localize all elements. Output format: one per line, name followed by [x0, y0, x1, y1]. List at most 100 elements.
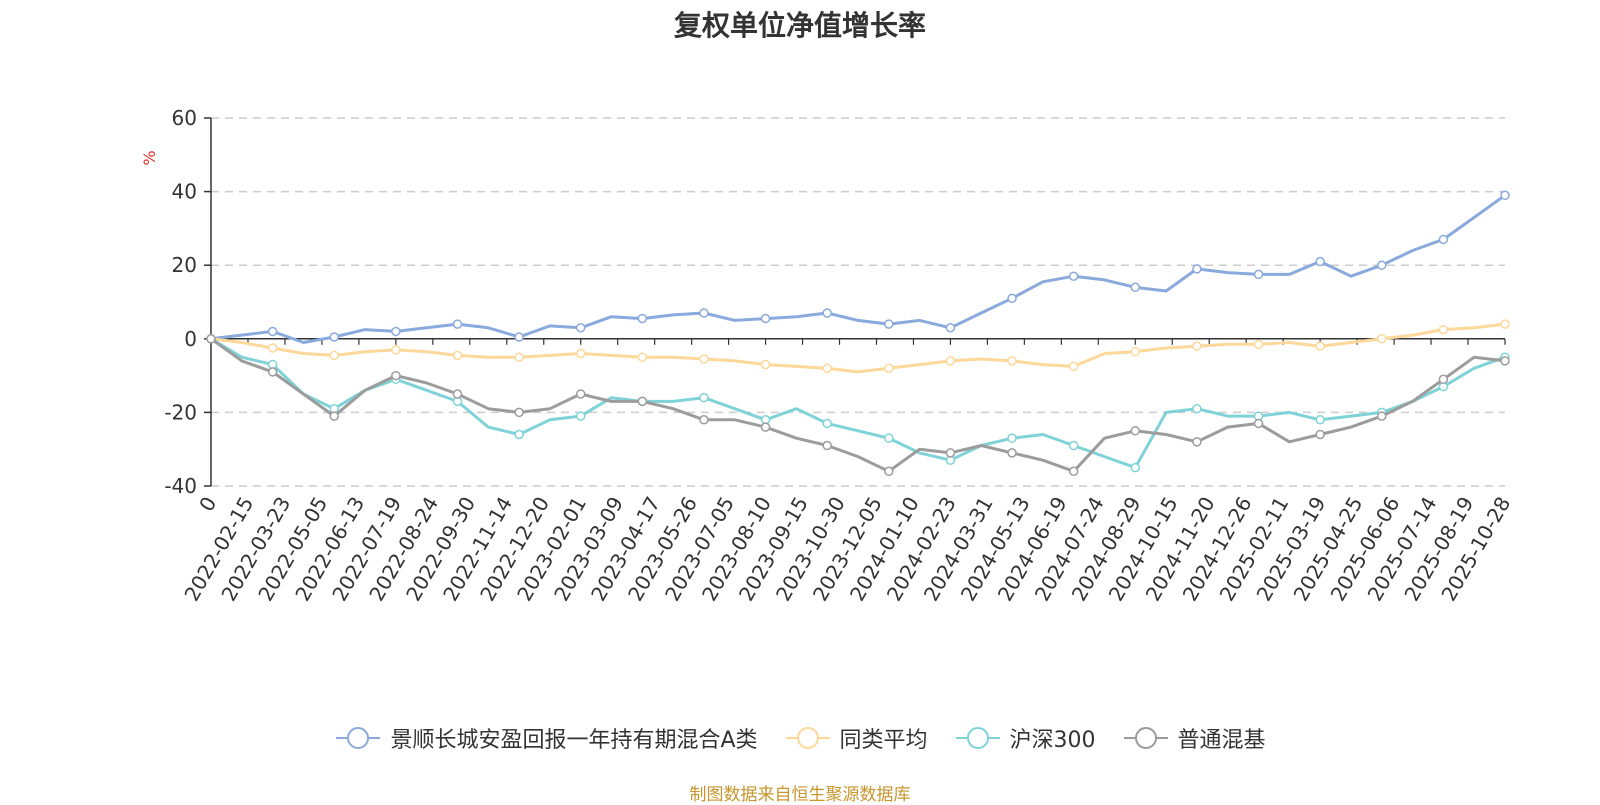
series-point: [575, 389, 586, 399]
legend-marker-circle: [796, 727, 819, 749]
series-point: [699, 392, 709, 403]
series-point: [1068, 271, 1079, 281]
series-point: [452, 319, 463, 329]
series-point: [1068, 440, 1079, 451]
series-point: [760, 422, 771, 432]
series-point: [945, 448, 956, 458]
series-point: [575, 323, 586, 333]
series-point: [1192, 403, 1202, 414]
series-point: [1500, 319, 1510, 329]
series-point: [1253, 339, 1264, 350]
series-point: [1068, 466, 1079, 477]
series-point: [1500, 190, 1510, 201]
series-point: [391, 326, 401, 337]
y-tick-label: -40: [164, 474, 197, 498]
series-point: [1377, 411, 1387, 421]
series-point: [637, 313, 648, 324]
series-point: [699, 308, 709, 318]
series-point: [1315, 429, 1325, 440]
series-point: [1192, 437, 1202, 447]
legend-label: 景顺长城安盈回报一年持有期混合A类: [390, 728, 758, 753]
series-point: [1253, 269, 1264, 280]
legend-marker-circle: [966, 727, 989, 749]
legend-label: 同类平均: [839, 728, 928, 753]
series-point: [1315, 415, 1325, 425]
series-point: [391, 370, 401, 381]
series-point: [452, 350, 463, 361]
legend-marker-circle: [1134, 727, 1157, 749]
series-line: [210, 322, 1506, 374]
series-layer: [206, 190, 1510, 477]
source-note: 制图数据来自恒生聚源数据库: [689, 785, 911, 805]
series-point: [637, 396, 648, 407]
legend-marker-icon: [785, 727, 830, 749]
series-point: [822, 440, 832, 451]
y-tick-label: 60: [172, 106, 197, 130]
tick-labels: 6040200-20-40%02022-02-152022-03-232022-…: [140, 106, 1515, 605]
series-point: [267, 367, 278, 377]
grid-lines: [211, 117, 1505, 487]
series-point: [1192, 264, 1202, 274]
series-point: [267, 343, 278, 353]
legend-item[interactable]: 景顺长城安盈回报一年持有期混合A类: [334, 722, 758, 754]
series-point: [575, 411, 586, 421]
series-point: [514, 429, 524, 440]
legend-label: 普通混基: [1177, 728, 1266, 753]
series-point: [822, 308, 832, 318]
series-point: [1253, 418, 1264, 429]
series-point: [699, 415, 709, 425]
y-tick-label: 0: [184, 327, 197, 351]
series-point: [391, 345, 401, 355]
series-point: [822, 363, 832, 373]
series-point: [1130, 462, 1141, 473]
series-point: [884, 363, 894, 373]
y-tick-label: -20: [164, 400, 197, 424]
series-point: [1377, 260, 1387, 270]
y-axis-unit: %: [140, 150, 159, 165]
series-point: [206, 334, 216, 344]
y-tick-label: 40: [172, 180, 197, 204]
series-point: [637, 352, 648, 362]
legend-item[interactable]: 普通混基: [1122, 722, 1266, 754]
series-point: [1007, 293, 1017, 304]
series-point: [514, 407, 524, 418]
series-point: [699, 354, 709, 364]
series-point: [945, 356, 956, 366]
y-tick-label: 20: [172, 253, 197, 277]
legend-item[interactable]: 同类平均: [784, 722, 928, 754]
legend-marker-icon: [955, 727, 1000, 749]
series-point: [822, 418, 832, 429]
series-line: [210, 337, 1506, 470]
series-point: [1315, 341, 1325, 351]
legend-marker-icon: [1123, 727, 1168, 749]
series-point: [514, 332, 524, 342]
series-point: [1068, 361, 1079, 372]
series-point: [452, 389, 463, 399]
series-point: [945, 323, 956, 333]
series-point: [884, 466, 894, 477]
series-point: [1192, 341, 1202, 351]
series-line: [210, 194, 1506, 344]
series-point: [1007, 433, 1017, 443]
series-point: [329, 332, 339, 342]
series-point: [1130, 426, 1141, 436]
chart-title: 复权单位净值增长率: [673, 9, 926, 42]
series-point: [1130, 282, 1141, 293]
series-point: [575, 348, 586, 359]
series-point: [884, 319, 894, 329]
series-point: [329, 350, 339, 361]
legend-item[interactable]: 沪深300: [954, 722, 1096, 754]
series-point: [1438, 234, 1449, 245]
series-point: [329, 411, 339, 421]
series-point: [1438, 374, 1449, 385]
axes: [204, 117, 1506, 487]
series-point: [1500, 356, 1510, 366]
x-tick-label: 0: [194, 493, 221, 516]
series-point: [1315, 256, 1325, 267]
legend-marker-icon: [336, 727, 381, 749]
series-point: [1007, 448, 1017, 458]
legend-marker-circle: [347, 727, 370, 749]
legend-label: 沪深300: [1009, 728, 1096, 753]
series-point: [514, 352, 524, 362]
